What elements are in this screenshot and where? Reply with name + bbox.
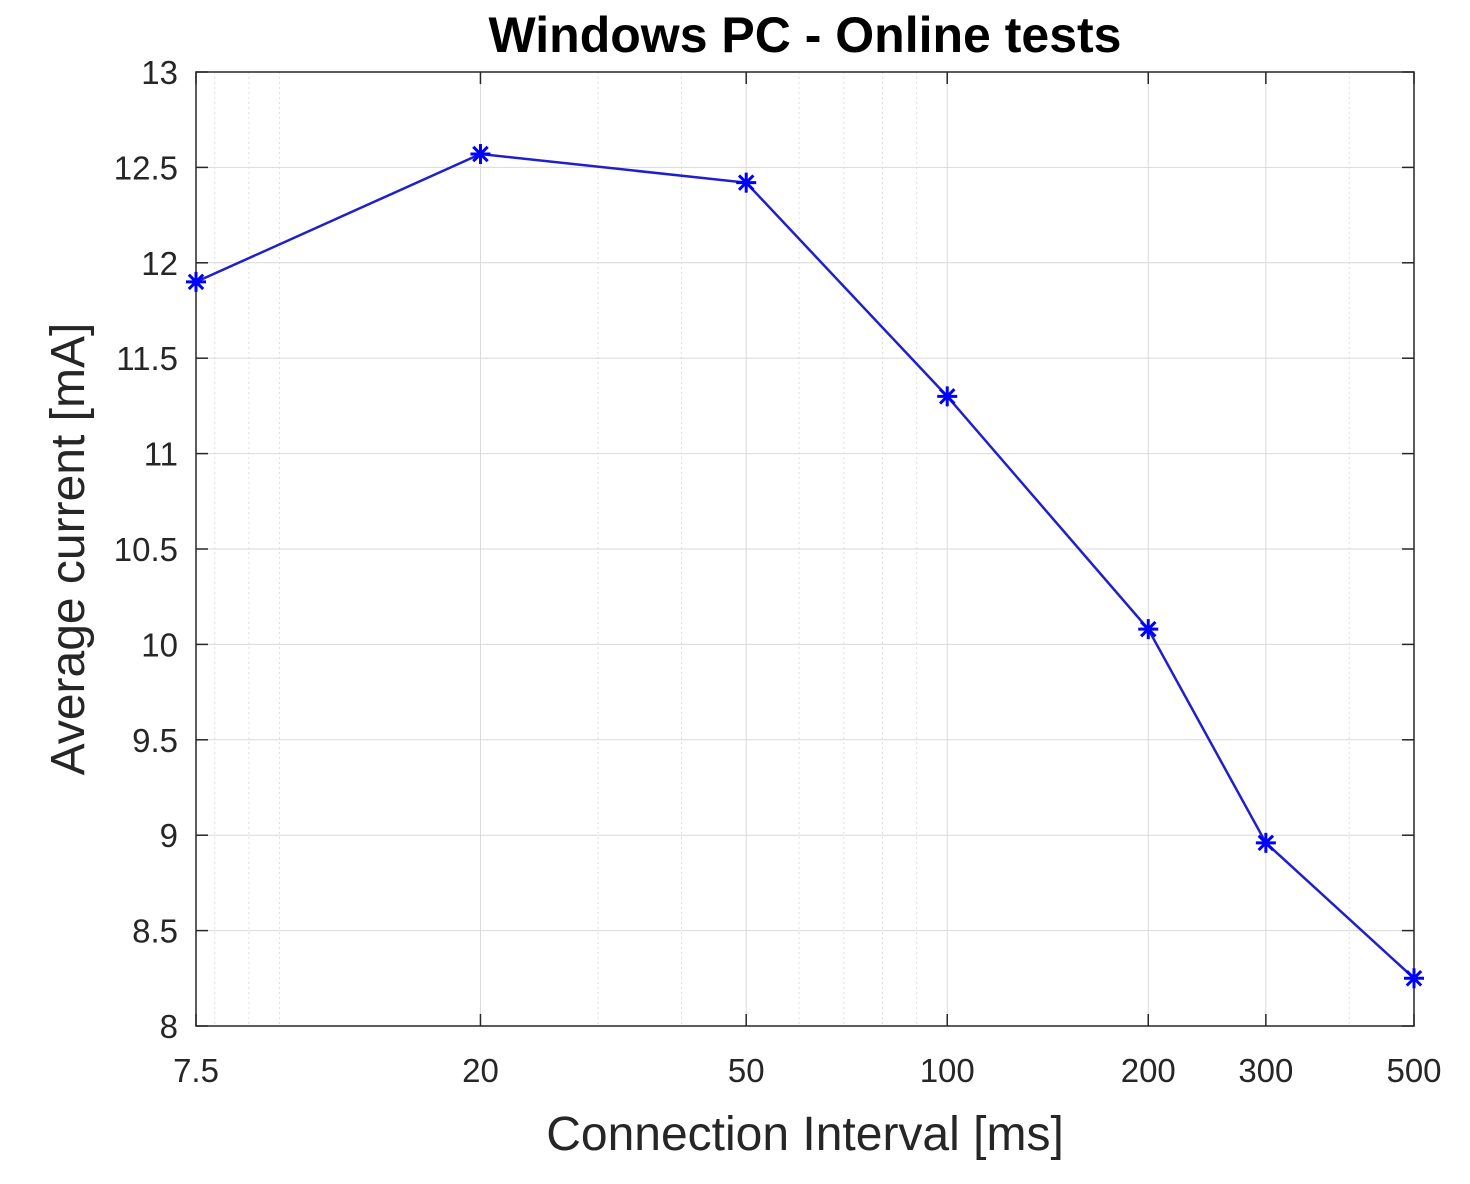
y-axis-label: Average current [mA]: [42, 323, 95, 776]
series-markers: [186, 144, 1424, 989]
y-tick-label: 8: [160, 1008, 178, 1045]
y-tick-label: 10: [141, 626, 178, 663]
data-point: [937, 386, 958, 407]
y-tick-label: 11: [144, 436, 178, 473]
y-tick-label: 10.5: [114, 531, 178, 568]
data-point: [1138, 619, 1159, 640]
x-tick-label: 300: [1238, 1052, 1293, 1089]
y-tick-label: 12: [141, 245, 178, 282]
data-point: [1404, 968, 1424, 989]
x-tick-label: 200: [1121, 1052, 1176, 1089]
y-tick-label: 9: [160, 817, 178, 854]
x-tick-labels: 7.5 20 50 100 200 300 500: [173, 1052, 1441, 1089]
y-tick-label: 9.5: [132, 722, 178, 759]
y-tick-label: 13: [141, 54, 178, 91]
x-axis-label: Connection Interval [ms]: [546, 1108, 1064, 1161]
data-point: [736, 172, 757, 193]
y-tick-label: 8.5: [132, 913, 178, 950]
x-tick-label: 20: [462, 1052, 499, 1089]
data-point: [186, 271, 206, 292]
data-point: [470, 144, 491, 165]
chart-title: Windows PC - Online tests: [489, 7, 1122, 63]
y-tick-labels: 8 8.5 9 9.5 10 10.5 11 11.5 12 12.5 13: [114, 54, 178, 1045]
y-tick-label: 12.5: [114, 149, 178, 186]
tick-marks: [195, 71, 1415, 1027]
y-tick-label: 11.5: [116, 340, 178, 377]
data-point: [1255, 832, 1276, 853]
x-tick-label: 100: [920, 1052, 975, 1089]
x-tick-label: 500: [1386, 1052, 1441, 1089]
x-tick-label: 50: [728, 1052, 765, 1089]
x-tick-label: 7.5: [173, 1052, 219, 1089]
